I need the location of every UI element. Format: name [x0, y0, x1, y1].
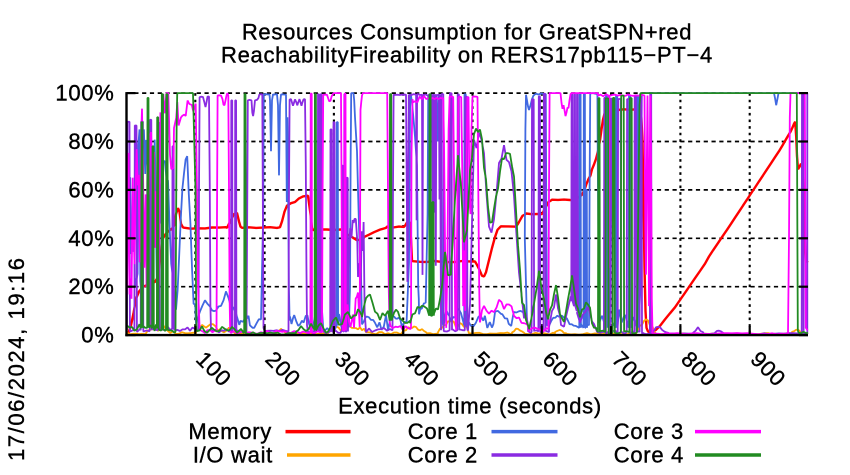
svg-text:80%: 80% [68, 129, 114, 154]
svg-text:60%: 60% [68, 177, 114, 202]
svg-text:Resources Consumption for Grea: Resources Consumption for GreatSPN+red [242, 20, 692, 45]
svg-text:100%: 100% [55, 81, 114, 106]
svg-text:Core 3: Core 3 [614, 419, 684, 444]
svg-text:Core 2: Core 2 [408, 442, 478, 467]
svg-text:Core 1: Core 1 [408, 419, 478, 444]
svg-text:Core 4: Core 4 [614, 442, 684, 467]
svg-text:0%: 0% [81, 323, 114, 348]
svg-text:40%: 40% [68, 226, 114, 251]
svg-text:Memory: Memory [188, 419, 272, 444]
svg-text:ReachabilityFireability on RER: ReachabilityFireability on RERS17pb115−P… [221, 43, 713, 68]
svg-text:20%: 20% [68, 274, 114, 299]
svg-text:Execution time (seconds): Execution time (seconds) [338, 394, 602, 419]
svg-text:17/06/2024, 19:16: 17/06/2024, 19:16 [4, 256, 29, 461]
svg-text:I/O wait: I/O wait [193, 442, 273, 467]
